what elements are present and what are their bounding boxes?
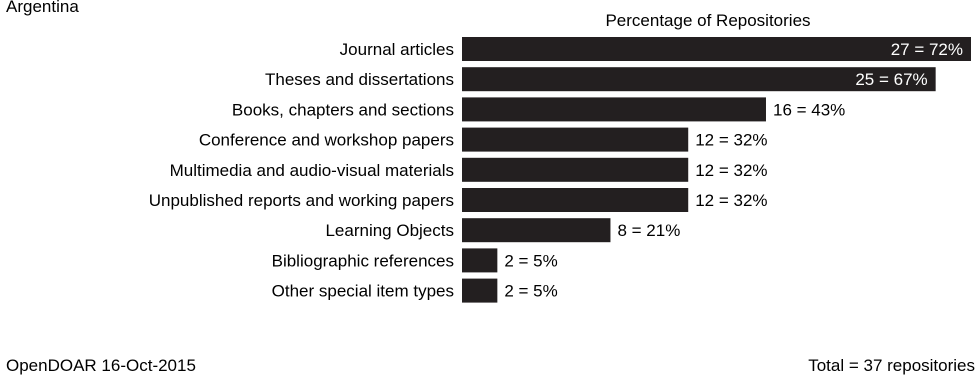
bar (462, 188, 689, 212)
data-label: 16 = 43% (773, 100, 845, 119)
data-label: 12 = 32% (695, 131, 767, 150)
category-label: Other special item types (272, 282, 454, 301)
data-label: 2 = 5% (504, 282, 557, 301)
category-label: Books, chapters and sections (232, 100, 454, 119)
bar (462, 67, 936, 92)
bar (462, 278, 498, 303)
bars-group: Journal articles 27 = 72% Theses and disse… (149, 37, 971, 303)
data-label: 12 = 32% (695, 191, 767, 210)
category-label: Unpublished reports and working papers (149, 191, 454, 210)
data-label: 8 = 21% (617, 221, 680, 240)
bar (462, 157, 689, 182)
category-label: Learning Objects (325, 221, 454, 240)
data-label: 12 = 32% (695, 161, 767, 180)
category-label: Conference and workshop papers (199, 131, 454, 150)
bar (462, 97, 766, 122)
bar (462, 218, 611, 243)
category-label: Bibliographic references (272, 251, 454, 270)
category-label: Multimedia and audio-visual materials (170, 161, 454, 180)
country-label: Argentina (6, 0, 79, 16)
category-label: Theses and dissertations (265, 70, 454, 89)
total-label: Total = 37 repositories (808, 356, 975, 375)
data-label: 27 = 72% (891, 40, 963, 59)
chart-title: Percentage of Repositories (605, 11, 810, 30)
bar (462, 37, 971, 61)
source-label: OpenDOAR 16-Oct-2015 (6, 356, 196, 375)
data-label: 25 = 67% (855, 70, 927, 89)
bar (462, 248, 498, 273)
category-label: Journal articles (340, 40, 454, 59)
data-label: 2 = 5% (504, 251, 557, 270)
bar (462, 127, 689, 152)
